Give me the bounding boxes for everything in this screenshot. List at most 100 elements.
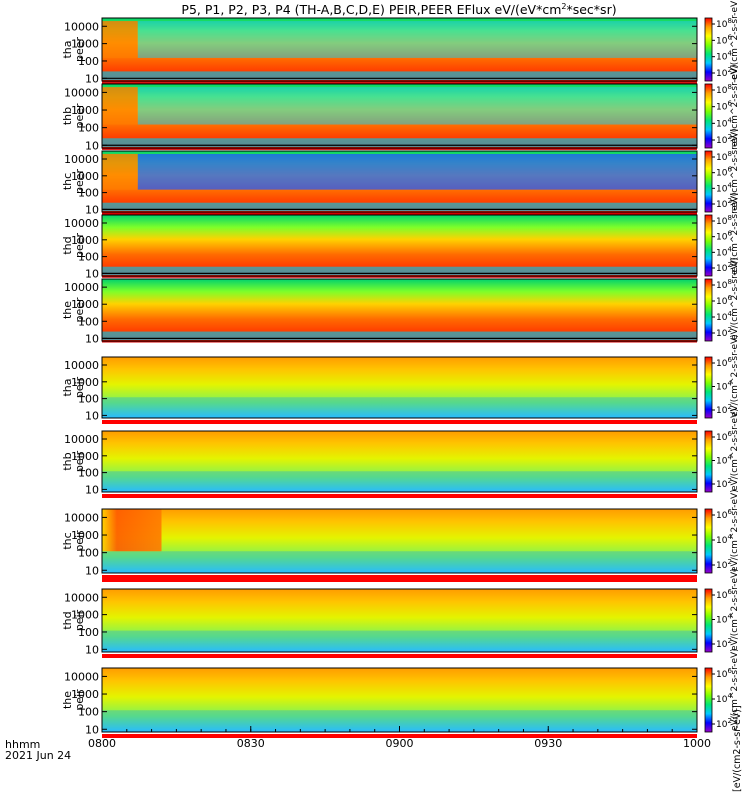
colorbar-unit: eV/(cm^2-s-sr-eV) xyxy=(730,0,740,80)
early-interval-region xyxy=(102,87,138,125)
panel-ylabel-inst: peir xyxy=(73,450,86,472)
y-tick-label: 10 xyxy=(85,267,99,280)
panel-ylabel: thdpeer xyxy=(61,233,86,259)
panel-ylabel-inst: peer xyxy=(73,233,86,259)
colorbar-exponent: 2 xyxy=(727,66,731,74)
panel-ylabel-probe: thc xyxy=(61,532,74,549)
low-energy-band xyxy=(102,266,697,276)
panel-ylabel: thepeir xyxy=(61,689,86,711)
y-tick-label: 100 xyxy=(78,187,99,200)
colorbar-exponent: 2 xyxy=(727,637,731,645)
colorbar-unit: eV/(cm^2-s-sr-eV) xyxy=(730,568,740,651)
early-interval-region xyxy=(102,21,138,58)
spectrogram-tha-peir xyxy=(102,357,697,418)
panel-ylabel-inst: peir xyxy=(73,609,86,631)
low-energy-band xyxy=(102,138,697,147)
low-energy-band xyxy=(102,331,697,341)
mode-bar xyxy=(102,82,697,84)
spectrogram-thd-peer xyxy=(102,215,697,276)
panel-frame xyxy=(101,150,698,213)
y-tick-label: 100 xyxy=(78,547,99,560)
y-tick-label: 10000 xyxy=(64,281,99,294)
panel-ylabel-inst: peer xyxy=(73,297,86,323)
colorbar-exponent: 2 xyxy=(727,197,731,205)
y-tick-label: 1000 xyxy=(71,104,99,117)
colorbar-exponent: 2 xyxy=(727,558,731,566)
mode-bar xyxy=(102,212,697,215)
panel-ylabel-inst: peer xyxy=(73,169,86,195)
y-tick-label: 1000 xyxy=(71,529,99,542)
colorbar xyxy=(704,430,713,493)
panel-ylabel: thcpeir xyxy=(61,530,86,552)
panel-frame xyxy=(101,430,698,493)
panel-ylabel-probe: thd xyxy=(61,236,74,254)
panel-thd-peir: 10100100010000thdpeir102104106eV/(cm^2-s… xyxy=(61,568,740,658)
colorbar-exponent: 2 xyxy=(727,261,731,269)
colorbar-exponent: 2 xyxy=(727,717,731,725)
y-tick-label: 100 xyxy=(78,55,99,68)
panel-frame xyxy=(101,278,698,342)
colorbar xyxy=(704,150,713,213)
y-tick-label: 10000 xyxy=(64,670,99,683)
y-tick-label: 100 xyxy=(78,393,99,406)
colorbar-exponent: 4 xyxy=(727,310,732,318)
panel-ylabel-inst: peer xyxy=(73,37,86,63)
spectrogram-the-peer xyxy=(102,279,697,341)
colorbar-unit: eV/(cm^2-s-sr-eV) xyxy=(730,128,740,211)
mode-bar xyxy=(102,276,697,278)
mode-bar xyxy=(102,575,697,582)
panel-frame xyxy=(101,17,698,82)
panel-frame xyxy=(101,214,698,277)
y-tick-label: 1000 xyxy=(71,376,99,389)
y-tick-label: 1000 xyxy=(71,688,99,701)
colorbar-unit: eV/(cm^2-s-sr-eV) xyxy=(730,64,740,147)
colorbar-exponent: 4 xyxy=(727,380,732,388)
colorbar-exponent: 8 xyxy=(727,278,731,286)
y-tick-label: 10 xyxy=(85,723,99,736)
x-tick-label: 0930 xyxy=(534,737,562,750)
background-noise-region xyxy=(137,87,697,125)
colorbar xyxy=(704,83,713,149)
panel-tha-peir: 10100100010000thapeir102104106eV/(cm^2-s… xyxy=(61,334,740,424)
spectrogram-thb-peir xyxy=(102,431,697,492)
colorbar-exponent: 2 xyxy=(727,403,731,411)
colorbar-exponent: 4 xyxy=(727,116,732,124)
x-axis-label-date: 2021 Jun 24 xyxy=(5,749,71,762)
panel-ylabel: thcpeer xyxy=(61,169,86,195)
colorbar-exponent: 6 xyxy=(727,508,732,516)
panel-thc-peir: 10100100010000thcpeir102104106eV/(cm^2-s… xyxy=(61,489,740,582)
panel-thb-peir: 10100100010000thbpeir102104106eV/(cm^2-s… xyxy=(61,408,740,498)
y-tick-label: 100 xyxy=(78,467,99,480)
y-tick-label: 1000 xyxy=(71,38,99,51)
colorbar-exponent: 6 xyxy=(727,33,732,41)
panel-frame xyxy=(101,356,698,419)
colorbar-unit: eV/(cm^2-s-sr-eV) xyxy=(730,192,740,275)
x-tick-label: 1000 xyxy=(683,737,711,750)
y-tick-label: 1000 xyxy=(71,609,99,622)
low-energy-band xyxy=(102,471,697,492)
y-tick-label: 10 xyxy=(85,483,99,496)
x-tick-label: 0900 xyxy=(386,737,414,750)
colorbar-exponent: 4 xyxy=(727,692,732,700)
y-tick-label: 10000 xyxy=(64,217,99,230)
low-energy-band xyxy=(102,630,697,652)
low-energy-band xyxy=(102,71,697,80)
panel-ylabel: thepeer xyxy=(61,297,86,323)
y-tick-label: 10 xyxy=(85,643,99,656)
x-axis-label-hhmm: hhmm xyxy=(5,738,40,751)
background-noise-region xyxy=(137,153,697,190)
colorbar-exponent: 4 xyxy=(727,613,732,621)
colorbar-exponent: 6 xyxy=(727,230,732,238)
colorbar-exponent: 8 xyxy=(727,17,731,25)
mode-bar xyxy=(102,420,697,424)
y-tick-label: 10 xyxy=(85,72,99,85)
colorbar-exponent: 6 xyxy=(727,356,732,364)
y-tick-label: 10000 xyxy=(64,20,99,33)
mode-bar xyxy=(102,341,697,343)
early-interval-region xyxy=(102,153,138,190)
panel-ylabel-probe: tha xyxy=(61,40,74,58)
panel-thd-peer: 10100100010000thdpeer102104106108eV/(cm^… xyxy=(61,192,740,280)
y-tick-label: 100 xyxy=(78,251,99,264)
colorbar xyxy=(704,667,713,733)
